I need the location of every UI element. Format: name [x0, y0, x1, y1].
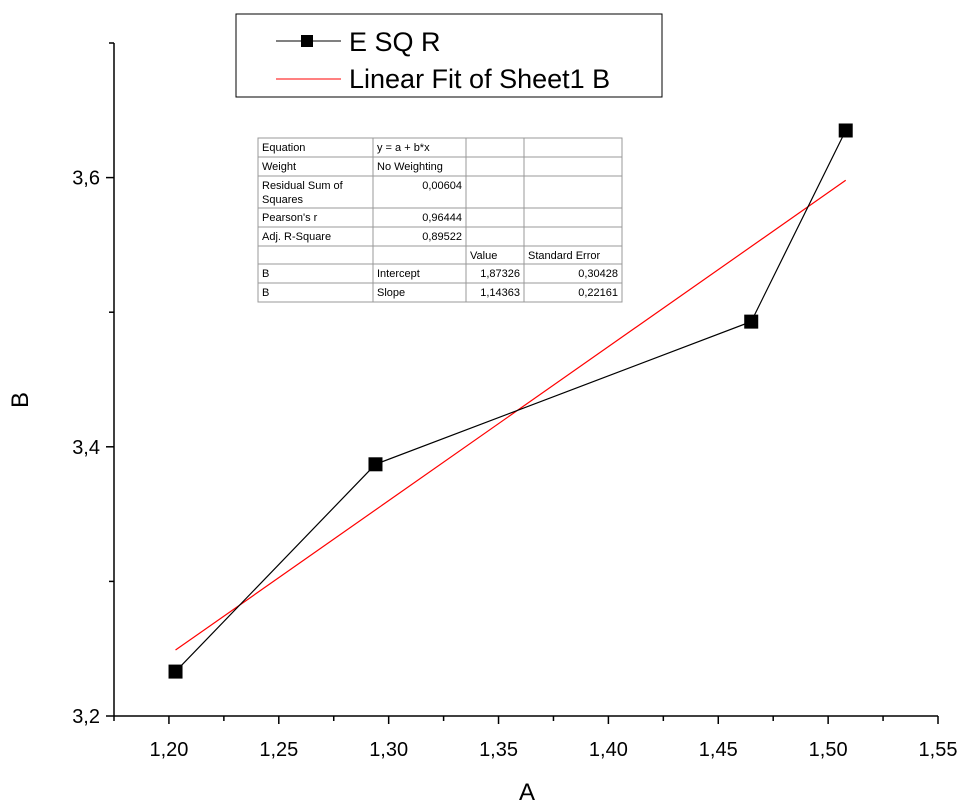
y-axis-title: B [7, 392, 34, 408]
stats-cell: 1,14363 [480, 287, 520, 299]
data-point [368, 457, 383, 472]
stats-table-frame [257, 137, 623, 303]
series-group [168, 123, 853, 679]
y-tick-label: 3,2 [72, 706, 100, 728]
data-point [744, 314, 759, 329]
x-tick-label: 1,50 [809, 739, 848, 761]
legend-label-linear-fit: Linear Fit of Sheet1 B [349, 64, 610, 94]
legend-box [235, 13, 663, 98]
stats-cell: y = a + b*x [377, 142, 430, 154]
x-ticks: 1,20 1,25 1,30 1,35 1,40 1,45 1,50 1,55 [113, 716, 958, 761]
x-tick-label: 1,25 [259, 739, 298, 761]
y-tick-label: 3,6 [72, 168, 100, 190]
stats-cell: 1,87326 [480, 268, 520, 280]
data-point [168, 664, 183, 679]
series-line-linear-fit [175, 179, 847, 651]
stats-cell: Standard Error [528, 250, 600, 262]
data-point [838, 123, 853, 138]
stats-cell: Weight [262, 161, 296, 173]
stats-cell: Value [470, 250, 497, 262]
x-axis-title: A [519, 779, 535, 806]
stats-cell: Intercept [377, 268, 420, 280]
series-line-e-sq-r [175, 130, 847, 672]
stats-cell: Pearson's r [262, 212, 318, 224]
y-ticks: 3,2 3,4 3,6 [72, 42, 114, 728]
x-tick-label: 1,40 [589, 739, 628, 761]
x-tick-label: 1,30 [369, 739, 408, 761]
stats-cell: Equation [262, 142, 305, 154]
stats-cell: Residual Sum of Squares [262, 180, 344, 206]
x-tick-label: 1,55 [919, 739, 958, 761]
x-tick-label: 1,45 [699, 739, 738, 761]
stats-cell: 0,22161 [578, 287, 618, 299]
stats-cell: No Weighting [377, 161, 443, 173]
legend-label-e-sq-r: E SQ R [349, 27, 441, 57]
stats-cell: 0,89522 [422, 231, 462, 243]
stats-cell: Adj. R-Square [262, 231, 331, 243]
fit-stats-table: Equation y = a + b*x Weight No Weighting Res… [257, 137, 623, 303]
y-tick-label: 3,4 [72, 437, 100, 459]
stats-cell: 0,96444 [422, 212, 462, 224]
legend: E SQ R Linear Fit of Sheet1 B [235, 13, 663, 98]
stats-cell: B [262, 287, 269, 299]
stats-cell: Slope [377, 287, 405, 299]
stats-cell: B [262, 268, 269, 280]
x-tick-label: 1,35 [479, 739, 518, 761]
x-tick-label: 1,20 [149, 739, 188, 761]
stats-cell: 0,00604 [422, 180, 462, 192]
legend-marker-square-icon [301, 35, 313, 47]
stats-cell: 0,30428 [578, 268, 618, 280]
